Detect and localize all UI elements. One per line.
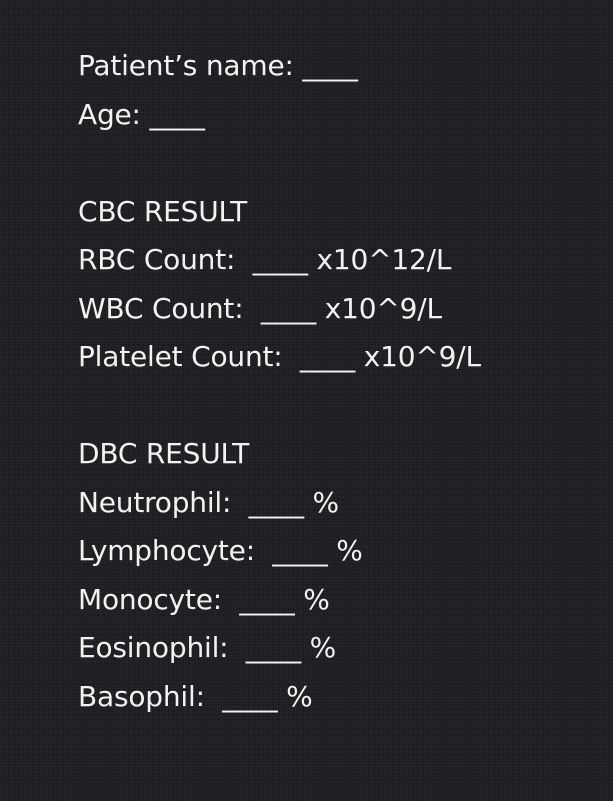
lymphocyte-line: Lymphocyte: ____ % — [78, 534, 363, 567]
note-body: Patient’s name: ____ Age: ____ CBC RESUL… — [78, 42, 598, 721]
monocyte-line: Monocyte: ____ % — [78, 582, 330, 616]
dbc-heading: DBC RESULT — [78, 437, 249, 470]
wbc-count-line: WBC Count: ____ x10^9/L — [78, 291, 442, 325]
platelet-count-line: Platelet Count: ____ x10^9/L — [78, 340, 481, 373]
cbc-heading: CBC RESULT — [78, 194, 247, 228]
basophil-line: Basophil: ____ % — [78, 679, 313, 713]
neutrophil-line: Neutrophil: ____ % — [78, 485, 339, 519]
eosinophil-line: Eosinophil: ____ % — [78, 631, 337, 664]
patient-name-line: Patient’s name: ____ — [78, 49, 358, 82]
blank-line — [78, 382, 598, 431]
rbc-count-line: RBC Count: ____ x10^12/L — [78, 243, 452, 276]
blank-line — [78, 139, 598, 188]
age-line: Age: ____ — [78, 97, 205, 131]
